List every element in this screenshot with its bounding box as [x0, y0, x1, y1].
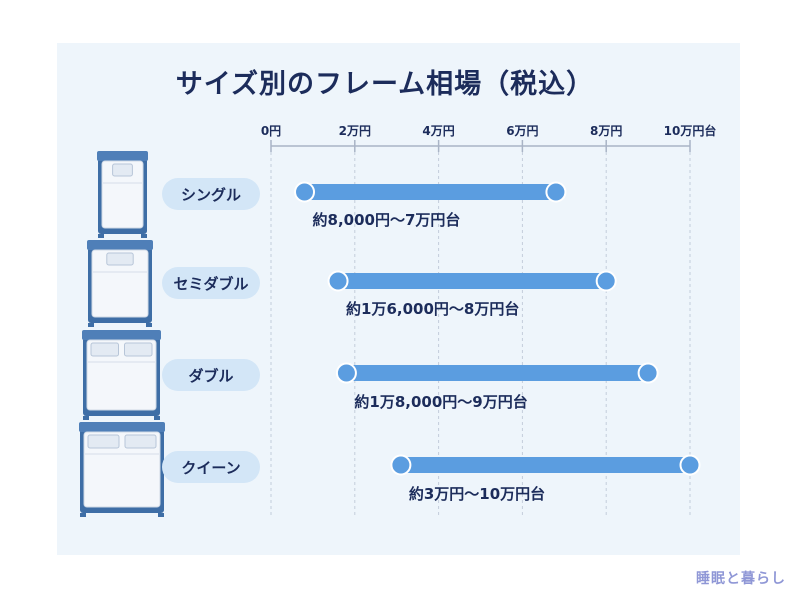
x-tick-label: 2万円: [338, 124, 371, 138]
bed-icon: [97, 151, 148, 238]
bed-icon: [79, 422, 165, 517]
range-start-dot: [294, 181, 316, 203]
watermark: 睡眠と暮らし: [696, 571, 786, 587]
x-tick-label: 8万円: [590, 124, 623, 138]
x-tick-label: 10万円台: [663, 124, 717, 138]
category-label: セミダブル: [162, 267, 260, 299]
bed-icon: [82, 330, 161, 420]
range-end-dot: [679, 454, 701, 476]
range-bar: [400, 457, 690, 473]
bed-icon: [87, 240, 153, 327]
category-label: ダブル: [162, 359, 260, 391]
range-end-dot: [595, 270, 617, 292]
range-start-dot: [390, 454, 412, 476]
x-tick-label: 6万円: [506, 124, 539, 138]
x-tick-label: 4万円: [422, 124, 455, 138]
chart-title: サイズ別のフレーム相場（税込）: [175, 69, 595, 100]
range-value-label: 約1万8,000円〜9万円台: [354, 393, 528, 411]
category-label: クイーン: [162, 451, 260, 483]
range-bar: [346, 365, 649, 381]
range-value-label: 約3万円〜10万円台: [408, 485, 546, 503]
range-bar: [304, 184, 556, 200]
range-end-dot: [637, 362, 659, 384]
range-value-label: 約1万6,000円〜8万円台: [346, 300, 520, 318]
category-label: シングル: [162, 178, 260, 210]
x-tick-label: 0円: [260, 124, 282, 138]
range-end-dot: [545, 181, 567, 203]
range-bar: [338, 273, 607, 289]
range-start-dot: [335, 362, 357, 384]
range-value-label: 約8,000円〜7万円台: [312, 211, 461, 229]
range-start-dot: [327, 270, 349, 292]
